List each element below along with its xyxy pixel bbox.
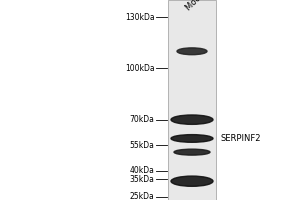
Text: Mouse liver: Mouse liver — [184, 0, 225, 12]
Text: 100kDa: 100kDa — [125, 64, 154, 73]
Bar — [168, 0, 216, 200]
Text: 70kDa: 70kDa — [130, 115, 154, 124]
Ellipse shape — [171, 135, 213, 142]
Text: 35kDa: 35kDa — [130, 175, 154, 184]
Text: 40kDa: 40kDa — [130, 166, 154, 175]
Ellipse shape — [174, 149, 210, 155]
Text: 25kDa: 25kDa — [130, 192, 154, 200]
Ellipse shape — [177, 48, 207, 55]
Text: 55kDa: 55kDa — [130, 141, 154, 150]
Ellipse shape — [171, 176, 213, 186]
Text: SERPINF2: SERPINF2 — [220, 134, 261, 143]
Text: 130kDa: 130kDa — [125, 13, 154, 22]
Ellipse shape — [171, 115, 213, 124]
